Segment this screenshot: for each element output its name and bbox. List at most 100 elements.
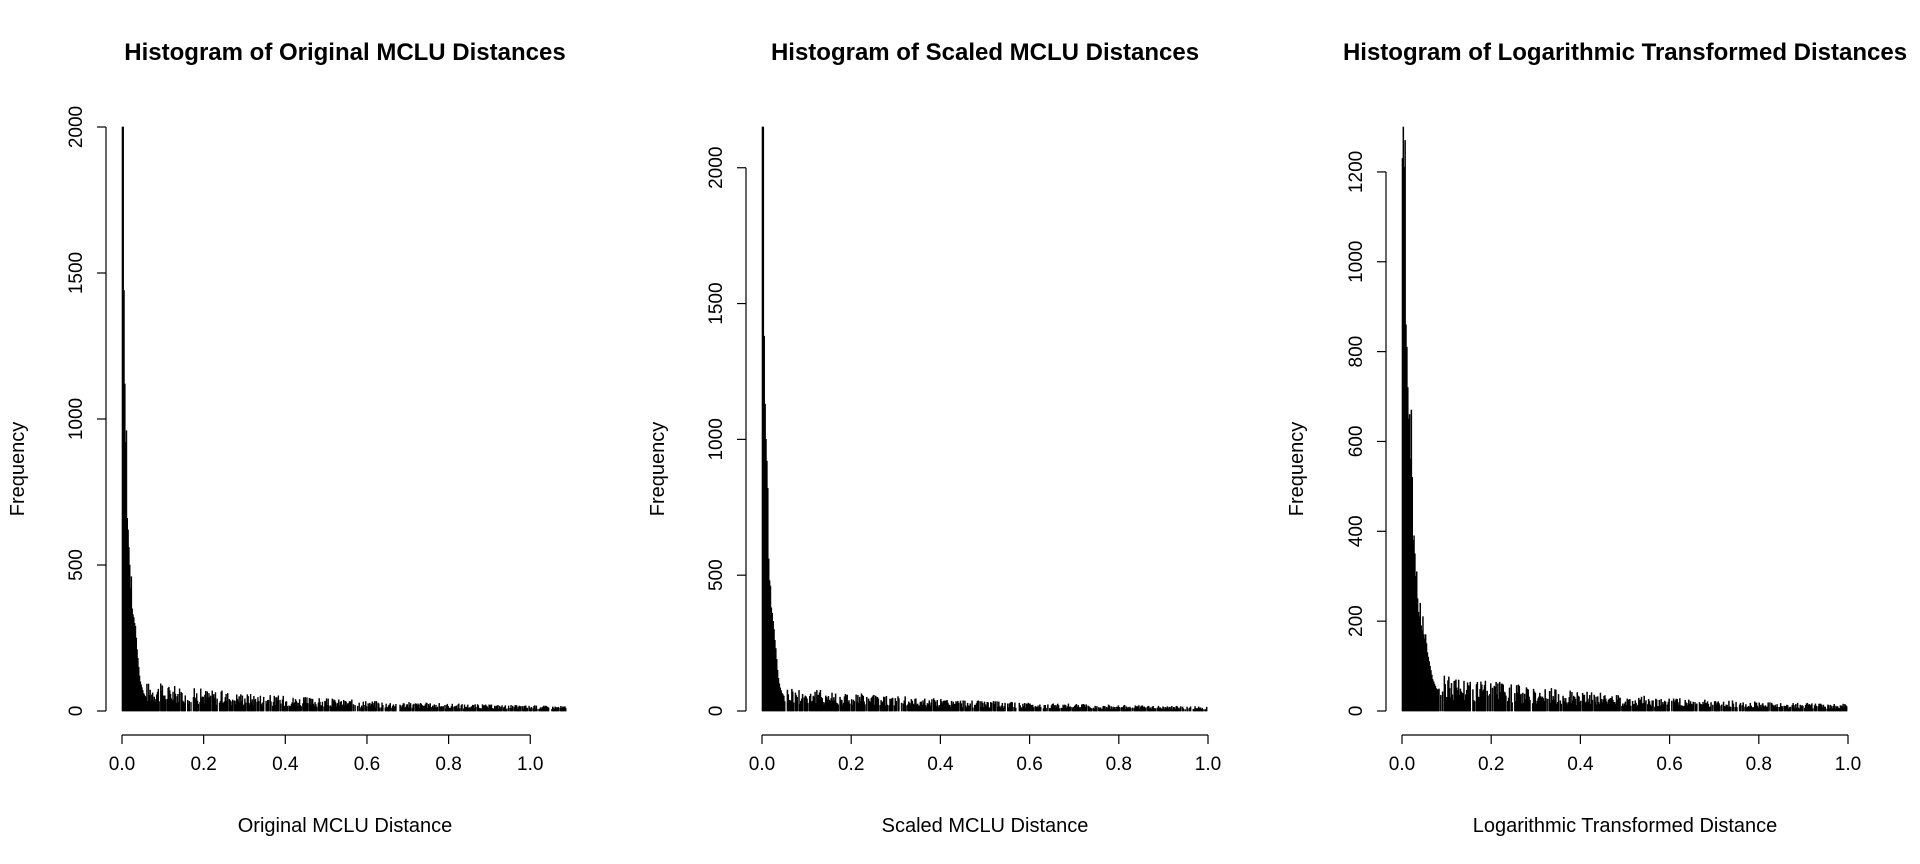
histogram-bar bbox=[1491, 687, 1494, 712]
y-axis-label: Frequency bbox=[1286, 422, 1308, 517]
histogram-bar bbox=[1090, 708, 1093, 712]
histogram-bar bbox=[286, 706, 289, 712]
histogram-bar bbox=[796, 696, 798, 712]
histogram-bar bbox=[254, 698, 257, 712]
histogram-bar bbox=[358, 702, 360, 712]
histogram-bar bbox=[885, 695, 888, 712]
histogram-bar bbox=[1520, 693, 1522, 712]
histogram-bar bbox=[972, 707, 974, 712]
histogram-bar bbox=[1004, 702, 1006, 712]
histogram-bar bbox=[506, 708, 508, 712]
y-tick-label: 1000 bbox=[1346, 241, 1367, 283]
histogram-bar bbox=[807, 702, 809, 712]
histogram-bar bbox=[530, 707, 533, 712]
chart-title: Histogram of Scaled MCLU Distances bbox=[771, 39, 1199, 66]
histogram-bar bbox=[1735, 701, 1737, 712]
histogram-bar bbox=[1484, 680, 1487, 712]
histogram-panel-2: Histogram of Scaled MCLU Distances Freque… bbox=[647, 39, 1221, 837]
histogram-bar bbox=[1438, 688, 1440, 712]
histogram-bar bbox=[962, 700, 964, 712]
histogram-bar bbox=[461, 704, 463, 712]
histogram-bar bbox=[1184, 709, 1186, 712]
histogram-bar bbox=[409, 703, 412, 712]
x-tick-label: 1.0 bbox=[517, 754, 543, 775]
histogram-bars bbox=[1401, 126, 1848, 712]
histogram-bar bbox=[221, 690, 223, 712]
x-tick-label: 0.0 bbox=[109, 754, 135, 775]
histogram-bar bbox=[1719, 705, 1721, 712]
y-tick-label: 500 bbox=[706, 559, 727, 591]
histogram-bar bbox=[1469, 681, 1471, 712]
histogram-bar bbox=[452, 706, 454, 712]
histogram-bar bbox=[244, 702, 247, 712]
histogram-bar bbox=[1189, 706, 1192, 712]
histogram-bar bbox=[520, 706, 522, 712]
histogram-bar bbox=[1145, 707, 1147, 712]
y-tick-label: 1500 bbox=[66, 252, 87, 294]
x-tick-label: 0.0 bbox=[749, 754, 775, 775]
histogram-bar bbox=[1630, 705, 1632, 712]
y-tick-label: 1200 bbox=[1346, 151, 1367, 193]
y-tick-label: 800 bbox=[1346, 336, 1367, 368]
histogram-panel-1: Histogram of Original MCLU Distances Freq… bbox=[7, 39, 567, 837]
histogram-bar bbox=[258, 701, 260, 712]
histogram-bar bbox=[537, 708, 539, 712]
y-tick-label: 1000 bbox=[706, 418, 727, 460]
histogram-bar bbox=[1712, 704, 1714, 712]
histogram-bar bbox=[1668, 698, 1670, 712]
histogram-bar bbox=[1595, 696, 1597, 712]
histogram-bar bbox=[338, 699, 340, 712]
histogram-bar bbox=[262, 696, 265, 712]
histogram-bar bbox=[1671, 700, 1673, 712]
x-axis: 0.0 0.2 0.4 0.6 0.8 1.0 bbox=[749, 734, 1221, 775]
histogram-bar bbox=[1815, 705, 1818, 712]
histogram-bar bbox=[864, 704, 866, 712]
histogram-bar bbox=[1138, 705, 1140, 712]
histogram-bar bbox=[1845, 706, 1848, 712]
histogram-bar bbox=[1047, 704, 1049, 712]
histogram-bar bbox=[1023, 703, 1026, 712]
histogram-bar bbox=[395, 704, 397, 712]
histogram-bar bbox=[1180, 706, 1182, 712]
histogram-bar bbox=[1629, 699, 1631, 712]
histogram-bar bbox=[814, 691, 816, 712]
histogram-bar bbox=[1130, 708, 1132, 712]
histogram-bar bbox=[375, 701, 378, 712]
x-tick-label: 0.2 bbox=[190, 754, 216, 775]
histogram-bar bbox=[1811, 703, 1813, 712]
histogram-bar bbox=[378, 703, 380, 712]
histogram-bar bbox=[557, 706, 560, 712]
histogram-bar bbox=[1001, 703, 1004, 712]
histogram-bar bbox=[1721, 704, 1723, 712]
histogram-bar bbox=[1548, 691, 1551, 712]
x-axis-label: Original MCLU Distance bbox=[238, 815, 453, 837]
histogram-bar bbox=[1580, 700, 1582, 712]
histogram-bar bbox=[1069, 706, 1071, 712]
histogram-bar bbox=[1006, 703, 1009, 712]
histogram-bar bbox=[227, 693, 229, 712]
histogram-bar bbox=[1057, 705, 1060, 712]
x-tick-label: 0.6 bbox=[1656, 754, 1682, 775]
histogram-bar bbox=[365, 706, 368, 712]
chart-title: Histogram of Original MCLU Distances bbox=[124, 39, 565, 66]
histogram-bar bbox=[1560, 703, 1562, 712]
histogram-bar bbox=[565, 707, 567, 712]
histogram-bar bbox=[526, 707, 529, 712]
histogram-bar bbox=[1781, 706, 1784, 712]
histogram-bar bbox=[1171, 706, 1173, 712]
histogram-bar bbox=[1655, 699, 1658, 712]
histogram-bar bbox=[321, 701, 324, 712]
histogram-bar bbox=[534, 705, 536, 712]
histogram-bar bbox=[1205, 706, 1208, 712]
histogram-bar bbox=[971, 700, 973, 712]
histogram-bar bbox=[1802, 706, 1804, 712]
histogram-bar bbox=[1014, 702, 1016, 712]
x-axis-label: Logarithmic Transformed Distance bbox=[1473, 815, 1778, 837]
histogram-bar bbox=[1463, 680, 1465, 712]
histogram-bar bbox=[977, 700, 980, 712]
histogram-bar bbox=[1511, 702, 1513, 712]
histogram-bar bbox=[504, 705, 507, 712]
histogram-bar bbox=[438, 703, 440, 712]
histogram-bar bbox=[1118, 707, 1120, 712]
histogram-bar bbox=[365, 701, 367, 712]
